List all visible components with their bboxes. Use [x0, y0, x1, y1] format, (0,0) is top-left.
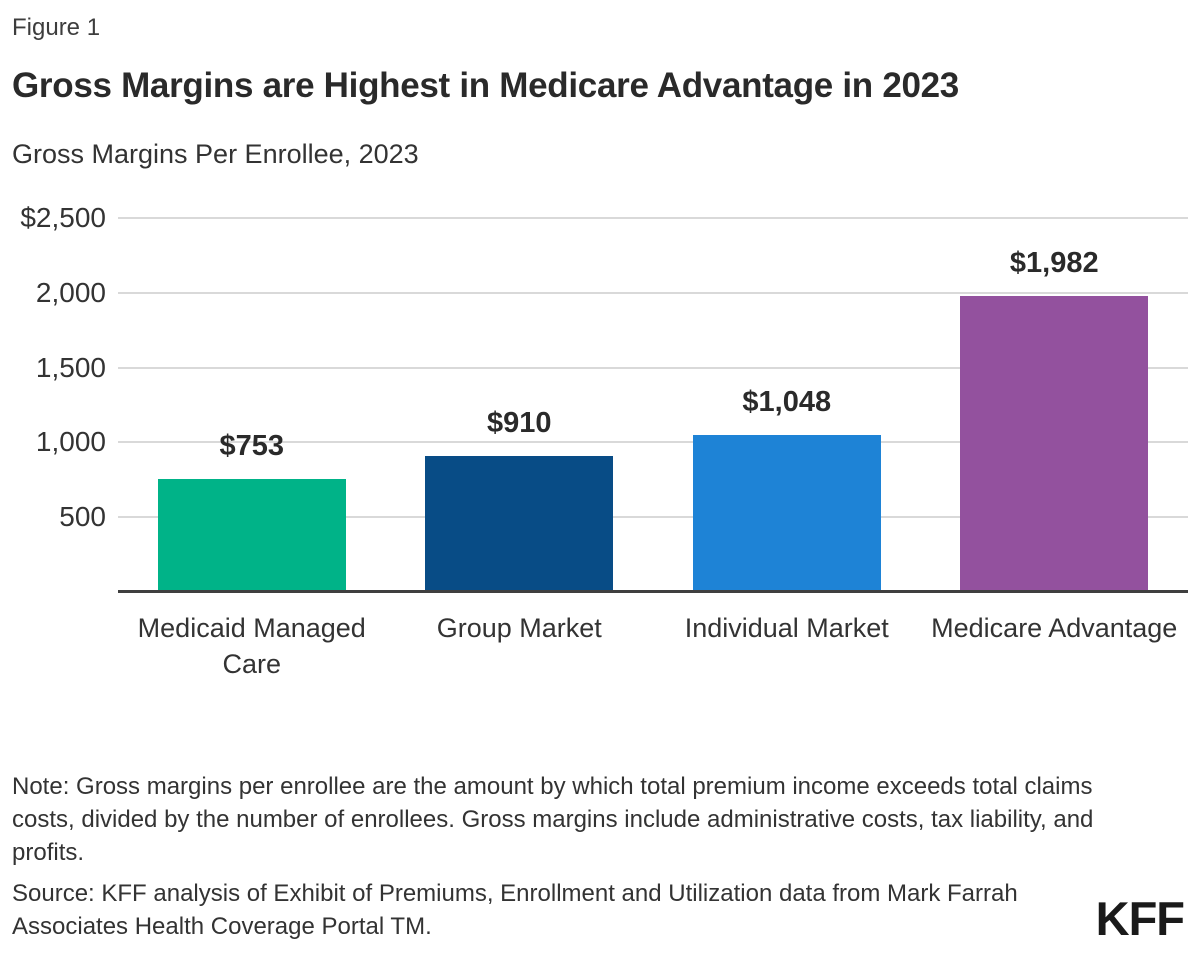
kff-logo: KFF [1095, 892, 1185, 945]
bar-value-label-individual-market: $1,048 [742, 386, 832, 419]
y-axis-tick-label: 500 [59, 501, 106, 533]
bar-value-label-group-market: $910 [486, 406, 552, 439]
y-axis-tick-label: 1,000 [35, 426, 106, 458]
bar-medicare-advantage [960, 295, 1149, 592]
x-axis-category-label-group-market: Group Market [436, 613, 602, 643]
plot-area: $753 $910 $1,048 $1,982 [118, 217, 1188, 593]
y-axis-tick-label: $2,500 [20, 202, 106, 233]
bar-medicaid-managed-care [157, 479, 346, 592]
gridline-1000 [118, 441, 1188, 444]
x-axis-category-label-individual-market: Individual Market [684, 613, 889, 643]
x-axis-category-label-medicare-advantage: Medicare Advantage [931, 613, 1178, 643]
y-axis-tick-label: 2,000 [35, 276, 106, 308]
gridline-500 [118, 516, 1188, 519]
x-axis-line [118, 590, 1188, 593]
x-axis-labels: Medicaid Managed Care Group Market Individ… [118, 610, 1188, 698]
chart-subtitle: Gross Margins Per Enrollee, 2023 [12, 139, 419, 169]
note-text: Note: Gross margins per enrollee are the… [12, 773, 1094, 866]
x-axis-category-label-medicaid-managed-care: Medicaid Managed Care [137, 613, 366, 679]
bar-individual-market [692, 435, 881, 592]
bar-group-market [425, 455, 614, 592]
bar-value-label-medicare-advantage: $1,982 [1009, 246, 1099, 279]
source-text: Source: KFF analysis of Exhibit of Premi… [12, 880, 1018, 940]
gridline-1500 [118, 366, 1188, 369]
bar-value-label-medicaid-managed-care: $753 [219, 430, 285, 463]
figure-label: Figure 1 [12, 14, 101, 41]
chart-title: Gross Margins are Highest in Medicare Ad… [12, 66, 959, 105]
gridline-2500 [118, 217, 1188, 219]
gridline-2000 [118, 291, 1188, 294]
y-axis-tick-label: 1,500 [35, 351, 106, 383]
bar-chart: $753 $910 $1,048 $1,982 $2,500 2,000 1,500 1,0… [0, 202, 1200, 698]
